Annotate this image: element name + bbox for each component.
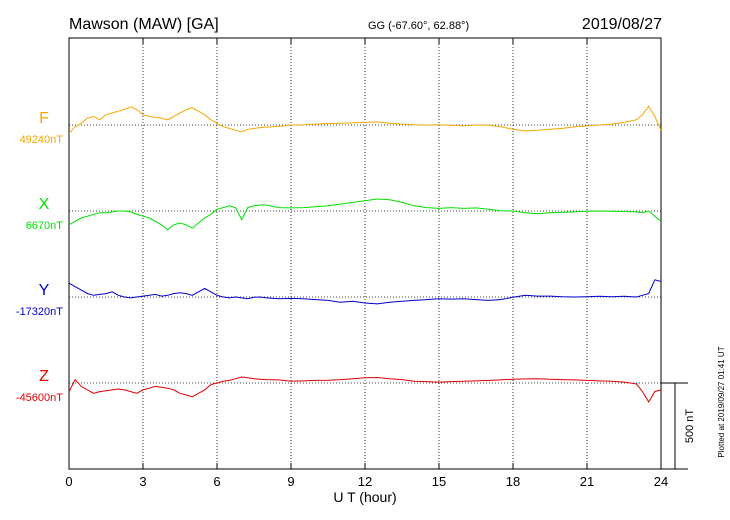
plotted-note: Plotted at 2019/09/27 01:41 UT	[717, 346, 726, 457]
x-tick-label-21: 21	[580, 474, 594, 489]
x-tick-label-18: 18	[506, 474, 520, 489]
scale-bar: 500 nT	[661, 382, 696, 470]
series-line-z	[68, 376, 662, 403]
x-axis-label: U T (hour)	[333, 489, 396, 505]
x-tick-label-3: 3	[139, 474, 146, 489]
series-baseline-f: 49240nT	[20, 134, 64, 146]
x-tick-label-0: 0	[65, 474, 72, 489]
series-line-x	[68, 198, 662, 231]
station-title: Mawson (MAW) [GA]	[69, 16, 219, 33]
series-name-y: Y	[39, 282, 50, 299]
scale-bar-label: 500 nT	[684, 409, 696, 444]
x-tick-label-9: 9	[287, 474, 294, 489]
x-tick-label-12: 12	[358, 474, 372, 489]
grid-lines	[142, 38, 588, 469]
series-name-x: X	[39, 196, 50, 213]
series-name-z: Z	[39, 368, 49, 385]
coords-label: GG (-67.60°, 62.88°)	[368, 20, 469, 32]
series-line-f	[68, 105, 662, 134]
x-tick-label-6: 6	[213, 474, 220, 489]
x-tick-label-15: 15	[432, 474, 446, 489]
series-labels: F 49240nT X 6670nT Y -17320nT Z -45600nT	[16, 110, 63, 404]
series-baseline-z: -45600nT	[16, 392, 63, 404]
series-name-f: F	[39, 110, 49, 127]
x-axis: 0 3 6 9 12 15 18 21 24	[65, 38, 668, 489]
x-tick-label-24: 24	[654, 474, 668, 489]
series-baseline-y: -17320nT	[16, 306, 63, 318]
series-group	[68, 105, 662, 403]
date-label: 2019/08/27	[582, 16, 662, 33]
series-baseline-x: 6670nT	[26, 220, 64, 232]
series-line-y	[68, 279, 662, 305]
